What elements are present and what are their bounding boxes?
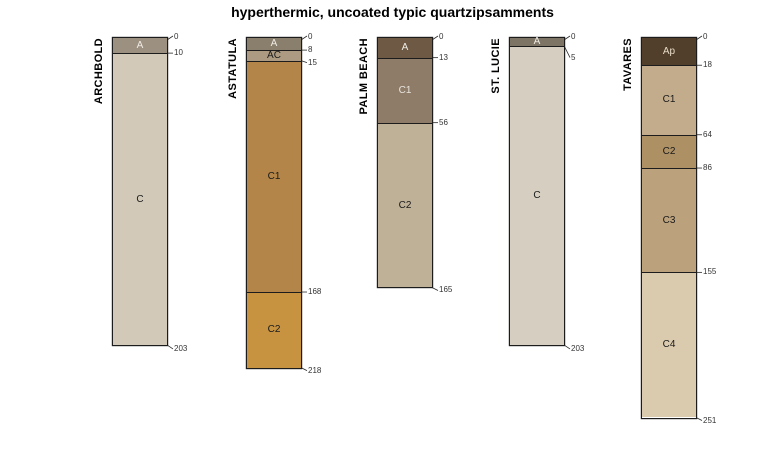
horizon-rect-palm-beach-c1: C1 <box>378 57 432 123</box>
depth-leader-line <box>695 417 703 421</box>
horizon-rect-tavares-ap: Ap <box>642 38 696 66</box>
profile-name-label-palm-beach: PALM BEACH <box>358 38 370 115</box>
horizon-rect-tavares-c2: C2 <box>642 134 696 168</box>
depth-label: 0 <box>703 32 708 41</box>
horizon-rect-tavares-c1: C1 <box>642 65 696 135</box>
depth-label: 18 <box>703 60 712 70</box>
horizon-rect-archbold-a: A <box>113 38 167 54</box>
horizon-rect-st-lucie-a: A <box>510 35 564 47</box>
depth-label: 86 <box>703 163 712 173</box>
profile-column-palm-beach: A C1 C2 <box>378 38 432 288</box>
horizon-rect-palm-beach-c2: C2 <box>378 122 432 288</box>
depth-label: 203 <box>571 343 585 353</box>
profile-column-tavares: Ap C1 C2 C3 C4 <box>642 38 696 418</box>
horizon-label: A <box>401 41 409 53</box>
depth-label: 15 <box>308 57 317 67</box>
depth-leader-line <box>563 344 571 350</box>
depth-label: 251 <box>703 415 717 425</box>
depth-leader-line <box>300 367 308 371</box>
depth-label: 168 <box>308 287 322 297</box>
depth-label: 203 <box>174 343 188 353</box>
depth-label: 8 <box>308 45 313 55</box>
depth-label: 56 <box>439 117 448 127</box>
horizon-label: C2 <box>267 324 281 336</box>
depth-leader-line <box>166 344 174 350</box>
depth-label: 64 <box>703 129 712 139</box>
horizon-label: A <box>270 38 278 50</box>
horizon-rect-tavares-c4: C4 <box>642 272 696 418</box>
depth-label: 218 <box>308 365 322 375</box>
horizon-rect-astatula-a: A <box>247 38 301 51</box>
profile-column-astatula: A AC C1 C2 <box>247 38 301 368</box>
horizon-label: A <box>533 35 541 47</box>
horizon-rect-astatula-ac: AC <box>247 50 301 61</box>
depth-label: 155 <box>703 267 717 277</box>
depth-label: 165 <box>439 285 453 295</box>
profile-name-label-st-lucie: ST. LUCIE <box>490 38 502 94</box>
depth-label: 5 <box>571 52 576 62</box>
horizon-label: C1 <box>398 84 412 96</box>
horizon-label: C4 <box>662 339 676 351</box>
depth-leader-line <box>695 35 703 41</box>
horizon-rect-tavares-c3: C3 <box>642 168 696 273</box>
horizon-label: C2 <box>662 145 676 157</box>
horizon-label: A <box>136 39 144 51</box>
horizon-label: C1 <box>267 170 281 182</box>
depth-leader-line <box>300 60 308 64</box>
horizon-label: AC <box>267 49 281 61</box>
depth-label: 10 <box>174 48 183 58</box>
profile-name-label-archbold: ARCHBOLD <box>93 38 105 105</box>
horizon-label: Ap <box>662 45 676 57</box>
profile-name-label-astatula: ASTATULA <box>227 38 239 99</box>
depth-label: 0 <box>308 32 313 41</box>
page-title: hyperthermic, uncoated typic quartzipsam… <box>231 4 554 20</box>
horizon-label: C3 <box>662 214 676 226</box>
depth-leader-line <box>300 35 308 41</box>
horizon-label: C <box>533 189 541 201</box>
horizon-label: C <box>136 193 144 205</box>
depth-leader-line <box>166 35 174 41</box>
depth-leader-line <box>563 35 571 41</box>
depth-label: 13 <box>439 52 448 62</box>
horizon-rect-astatula-c1: C1 <box>247 60 301 292</box>
horizon-rect-palm-beach-a: A <box>378 38 432 58</box>
horizon-label: C1 <box>662 94 676 106</box>
profile-name-label-tavares: TAVARES <box>622 38 634 91</box>
depth-label: 0 <box>174 32 179 41</box>
depth-leader-line <box>563 45 571 58</box>
depth-label: 0 <box>439 32 444 41</box>
horizon-rect-astatula-c2: C2 <box>247 292 301 368</box>
horizon-label: C2 <box>398 199 412 211</box>
depth-leader-line <box>431 35 439 41</box>
horizon-rect-archbold-c: C <box>113 53 167 345</box>
horizon-rect-st-lucie-c: C <box>510 45 564 345</box>
depth-label: 0 <box>571 32 576 41</box>
depth-leader-line <box>431 287 439 291</box>
